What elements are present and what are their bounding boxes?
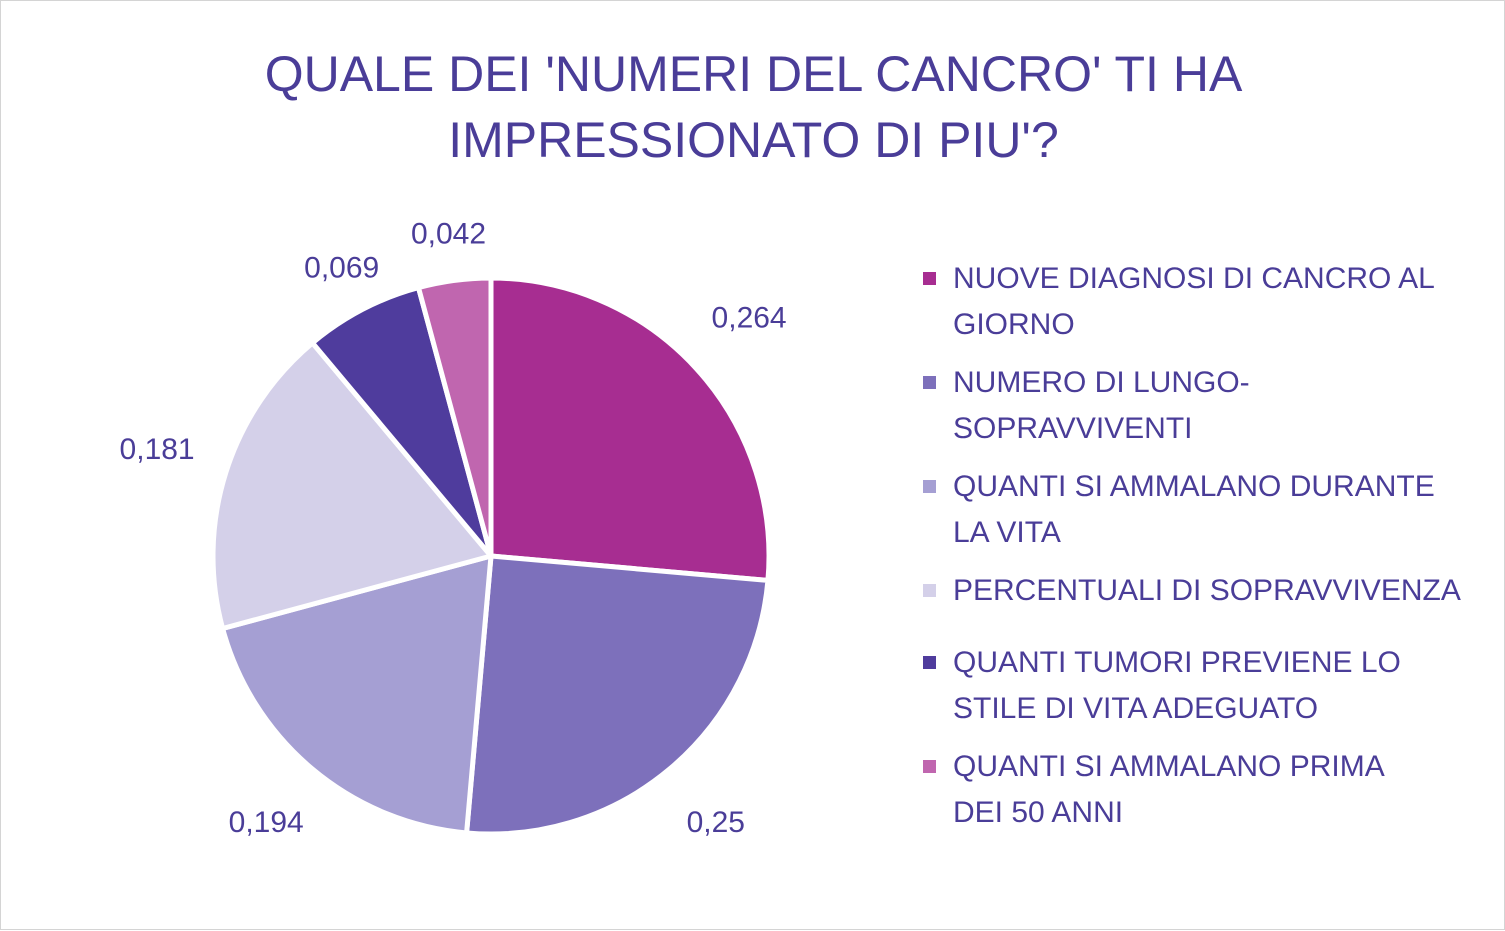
legend-label: LA VITA: [953, 516, 1061, 549]
legend-swatch: [923, 272, 936, 285]
legend-swatch: [923, 656, 936, 669]
pie-slice: [210, 340, 494, 632]
legend-item-prima-50-anni: QUANTI SI AMMALANO PRIMA DEI 50 ANNI: [923, 744, 1483, 836]
data-label: 0,194: [229, 806, 304, 839]
legend-label: QUANTI SI AMMALANO PRIMA: [953, 750, 1385, 783]
legend-label: NUOVE DIAGNOSI DI CANCRO AL: [953, 262, 1435, 295]
legend-label: PERCENTUALI DI SOPRAVVIVENZA: [953, 574, 1461, 607]
legend-label: STILE DI VITA ADEGUATO: [953, 692, 1319, 725]
data-label: 0,042: [411, 218, 486, 251]
legend: NUOVE DIAGNOSI DI CANCRO AL GIORNO NUMER…: [923, 256, 1483, 848]
legend-swatch: [923, 760, 936, 773]
legend-label: QUANTI SI AMMALANO DURANTE: [953, 470, 1435, 503]
legend-label: GIORNO: [953, 308, 1075, 341]
legend-swatch: [923, 584, 936, 597]
data-label: 0,181: [120, 433, 195, 466]
legend-item-tumori-previene: QUANTI TUMORI PREVIENE LO STILE DI VITA …: [923, 640, 1483, 732]
legend-item-percentuali: PERCENTUALI DI SOPRAVVIVENZA: [923, 568, 1483, 614]
data-label: 0,25: [687, 806, 745, 839]
data-label: 0,264: [712, 302, 787, 335]
legend-swatch: [923, 480, 936, 493]
pie-slice: [220, 553, 494, 836]
pie-slice: [488, 275, 772, 583]
pie-slice: [464, 553, 771, 837]
legend-label: QUANTI TUMORI PREVIENE LO: [953, 646, 1401, 679]
data-label: 0,069: [304, 252, 379, 285]
legend-label: DEI 50 ANNI: [953, 796, 1124, 829]
pie-slice: [415, 275, 494, 559]
legend-swatch: [923, 376, 936, 389]
legend-item-lungo-sopravviventi: NUMERO DI LUNGO- SOPRAVVIVENTI: [923, 360, 1483, 452]
legend-label: SOPRAVVIVENTI: [953, 412, 1193, 445]
chart-title: QUALE DEI 'NUMERI DEL CANCRO' TI HA IMPR…: [264, 46, 1243, 168]
legend-label: NUMERO DI LUNGO-: [953, 366, 1250, 399]
legend-item-ammalano-vita: QUANTI SI AMMALANO DURANTE LA VITA: [923, 464, 1483, 556]
legend-item-nuove-diagnosi: NUOVE DIAGNOSI DI CANCRO AL GIORNO: [923, 256, 1483, 348]
